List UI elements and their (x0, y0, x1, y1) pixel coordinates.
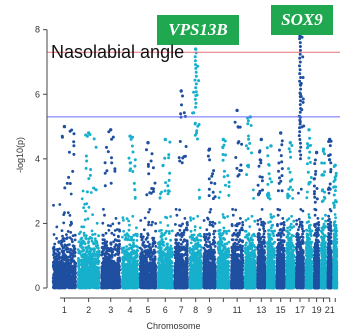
y-tick-label-3: 6 (35, 89, 40, 99)
chromosome-17-signal (297, 37, 303, 161)
x-tick-label-17: 17 (295, 305, 305, 315)
chromosome-7-points (173, 89, 190, 290)
y-tick-label-1: 2 (35, 218, 40, 228)
chromosome-20-points (319, 147, 328, 290)
x-tick-label-7: 7 (179, 305, 184, 315)
chromosome-3-points (100, 128, 122, 290)
y-tick-label-4: 8 (35, 25, 40, 35)
x-tick-label-11: 11 (232, 305, 241, 315)
chromosome-2-points (76, 131, 101, 290)
chromosome-13-points (256, 137, 267, 290)
chromosome-19-points (312, 150, 321, 290)
x-tick-label-9: 9 (207, 305, 212, 315)
gene-label-vps13b: VPS13B (157, 15, 239, 45)
chromosome-16-points (285, 141, 296, 290)
chromosome-15-points (275, 131, 286, 290)
chromosome-14-points (265, 144, 276, 290)
x-tick-label-8: 8 (193, 305, 198, 315)
gene-label-sox9: SOX9 (271, 5, 333, 35)
x-tick-label-5: 5 (146, 305, 151, 315)
x-axis-label: Chromosome (0, 321, 347, 331)
chromosome-8-points (188, 47, 203, 290)
chromosome-6-points (156, 137, 174, 290)
x-tick-label-15: 15 (276, 305, 286, 315)
chromosome-4-points (120, 134, 140, 290)
chromosome-12-points (243, 115, 257, 290)
x-tick-label-4: 4 (128, 305, 133, 315)
x-tick-label-1: 1 (62, 305, 67, 315)
chromosome-21-points (326, 137, 333, 290)
chromosome-1-points (51, 124, 78, 290)
x-tick-label-6: 6 (163, 305, 168, 315)
chromosome-22-points (332, 163, 339, 290)
x-tick-label-2: 2 (86, 305, 91, 315)
x-tick-label-19: 19 (312, 305, 322, 315)
chromosome-8-signal (193, 51, 198, 109)
y-axis-label: -log10(p) (15, 137, 25, 173)
y-tick-label-0: 0 (35, 283, 40, 293)
chromosome-10-points (216, 137, 231, 290)
chromosome-17-points (295, 34, 306, 290)
x-tick-label-3: 3 (108, 305, 113, 315)
x-tick-label-21: 21 (325, 305, 335, 315)
chromosome-18-points (304, 128, 314, 290)
y-tick-label-2: 4 (35, 154, 40, 164)
chart-title: Nasolabial angle (51, 42, 184, 63)
chromosome-11-points (230, 108, 245, 290)
x-tick-label-13: 13 (256, 305, 266, 315)
chromosome-5-points (138, 141, 158, 290)
chromosome-9-points (202, 147, 217, 290)
